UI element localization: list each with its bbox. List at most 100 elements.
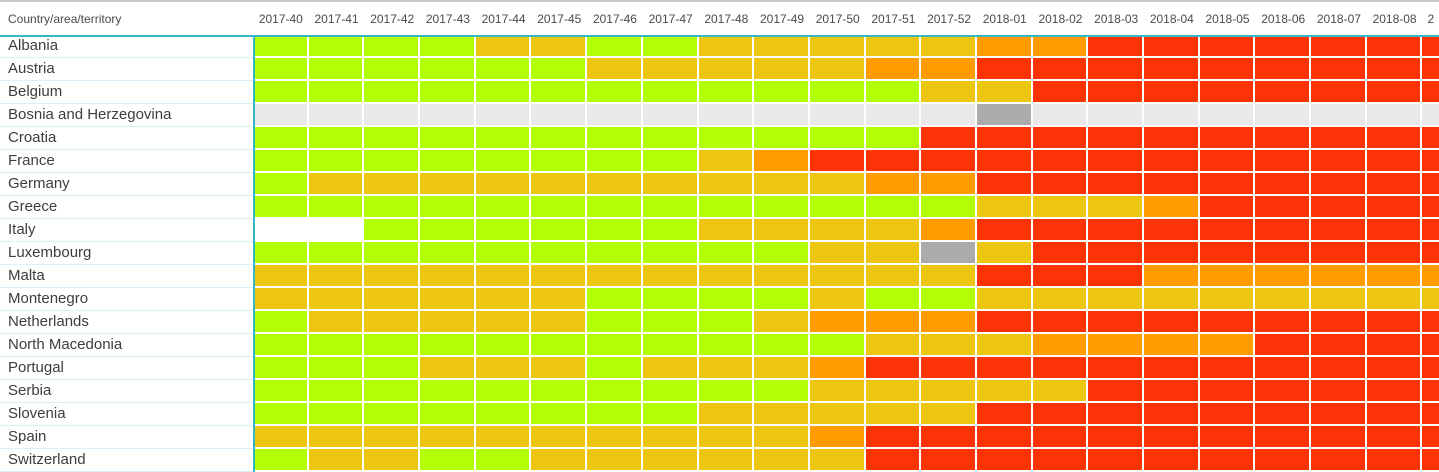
heatmap-cell[interactable] (642, 242, 699, 265)
column-header[interactable]: 2017-47 (648, 11, 693, 26)
heatmap-cell[interactable] (642, 403, 699, 426)
heatmap-cell[interactable] (642, 357, 699, 380)
heatmap-cell[interactable] (364, 35, 421, 58)
heatmap-cell[interactable] (809, 242, 866, 265)
heatmap-cell[interactable] (420, 58, 476, 81)
heatmap-cell[interactable] (754, 173, 810, 196)
heatmap-cell[interactable] (1311, 449, 1367, 472)
heatmap-cell[interactable] (308, 35, 365, 58)
heatmap-cell[interactable] (587, 265, 643, 288)
heatmap-cell[interactable] (253, 81, 309, 104)
heatmap-cell[interactable] (1088, 380, 1144, 403)
heatmap-cell[interactable] (1032, 35, 1089, 58)
heatmap-cell[interactable] (1144, 242, 1200, 265)
row-label[interactable]: Luxembourg (0, 242, 253, 265)
heatmap-cell[interactable] (308, 127, 365, 150)
heatmap-cell[interactable] (642, 219, 699, 242)
heatmap-cell[interactable] (865, 196, 922, 219)
heatmap-cell[interactable] (976, 58, 1033, 81)
heatmap-cell[interactable] (698, 104, 755, 127)
heatmap-cell[interactable] (1088, 35, 1144, 58)
heatmap-cell[interactable] (1144, 426, 1200, 449)
heatmap-cell[interactable] (253, 426, 309, 449)
heatmap-cell[interactable] (865, 173, 922, 196)
heatmap-cell[interactable] (1032, 173, 1089, 196)
heatmap-cell[interactable] (1422, 265, 1439, 288)
heatmap-cell[interactable] (1032, 196, 1089, 219)
heatmap-cell[interactable] (587, 219, 643, 242)
heatmap-cell[interactable] (976, 288, 1033, 311)
heatmap-cell[interactable] (420, 334, 476, 357)
heatmap-cell[interactable] (1366, 35, 1423, 58)
heatmap-cell[interactable] (1255, 357, 1312, 380)
heatmap-cell[interactable] (420, 35, 476, 58)
heatmap-cell[interactable] (976, 449, 1033, 472)
heatmap-cell[interactable] (1255, 265, 1312, 288)
heatmap-cell[interactable] (1311, 242, 1367, 265)
heatmap-cell[interactable] (587, 58, 643, 81)
row-label[interactable]: Albania (0, 35, 253, 58)
heatmap-cell[interactable] (1255, 196, 1312, 219)
row-label[interactable]: Italy (0, 219, 253, 242)
heatmap-cell[interactable] (976, 35, 1033, 58)
heatmap-cell[interactable] (531, 196, 588, 219)
heatmap-cell[interactable] (1311, 334, 1367, 357)
heatmap-cell[interactable] (420, 288, 476, 311)
heatmap-cell[interactable] (587, 196, 643, 219)
heatmap-cell[interactable] (754, 311, 810, 334)
row-label[interactable]: Austria (0, 58, 253, 81)
column-header[interactable]: 2017-43 (425, 11, 470, 26)
row-label[interactable]: Montenegro (0, 288, 253, 311)
heatmap-cell[interactable] (531, 104, 588, 127)
heatmap-cell[interactable] (1311, 127, 1367, 150)
heatmap-cell[interactable] (809, 196, 866, 219)
heatmap-cell[interactable] (642, 81, 699, 104)
heatmap-cell[interactable] (531, 426, 588, 449)
heatmap-cell[interactable] (976, 357, 1033, 380)
heatmap-cell[interactable] (364, 403, 421, 426)
heatmap-cell[interactable] (921, 242, 977, 265)
heatmap-cell[interactable] (420, 357, 476, 380)
heatmap-cell[interactable] (921, 104, 977, 127)
heatmap-cell[interactable] (587, 288, 643, 311)
heatmap-cell[interactable] (531, 58, 588, 81)
heatmap-cell[interactable] (1088, 449, 1144, 472)
heatmap-cell[interactable] (809, 219, 866, 242)
row-label[interactable]: Portugal (0, 357, 253, 380)
heatmap-cell[interactable] (308, 357, 365, 380)
heatmap-cell[interactable] (1255, 150, 1312, 173)
heatmap-cell[interactable] (531, 219, 588, 242)
heatmap-cell[interactable] (809, 380, 866, 403)
heatmap-cell[interactable] (420, 173, 476, 196)
heatmap-cell[interactable] (253, 196, 309, 219)
heatmap-cell[interactable] (364, 173, 421, 196)
heatmap-cell[interactable] (642, 150, 699, 173)
heatmap-cell[interactable] (1311, 150, 1367, 173)
heatmap-cell[interactable] (308, 449, 365, 472)
heatmap-cell[interactable] (587, 403, 643, 426)
heatmap-cell[interactable] (1032, 104, 1089, 127)
heatmap-cell[interactable] (1366, 288, 1423, 311)
heatmap-cell[interactable] (1255, 380, 1312, 403)
heatmap-cell[interactable] (809, 311, 866, 334)
heatmap-cell[interactable] (1255, 104, 1312, 127)
heatmap-cell[interactable] (865, 58, 922, 81)
heatmap-cell[interactable] (253, 403, 309, 426)
heatmap-cell[interactable] (308, 403, 365, 426)
heatmap-cell[interactable] (1311, 357, 1367, 380)
heatmap-cell[interactable] (531, 35, 588, 58)
heatmap-cell[interactable] (698, 58, 755, 81)
heatmap-cell[interactable] (921, 196, 977, 219)
heatmap-cell[interactable] (698, 380, 755, 403)
heatmap-cell[interactable] (642, 173, 699, 196)
heatmap-cell[interactable] (420, 127, 476, 150)
heatmap-cell[interactable] (1422, 150, 1439, 173)
heatmap-cell[interactable] (642, 334, 699, 357)
heatmap-cell[interactable] (865, 357, 922, 380)
heatmap-cell[interactable] (921, 35, 977, 58)
heatmap-cell[interactable] (809, 334, 866, 357)
heatmap-cell[interactable] (1366, 311, 1423, 334)
heatmap-cell[interactable] (921, 288, 977, 311)
row-header-title[interactable]: Country/area/territory (8, 11, 122, 26)
heatmap-cell[interactable] (308, 81, 365, 104)
